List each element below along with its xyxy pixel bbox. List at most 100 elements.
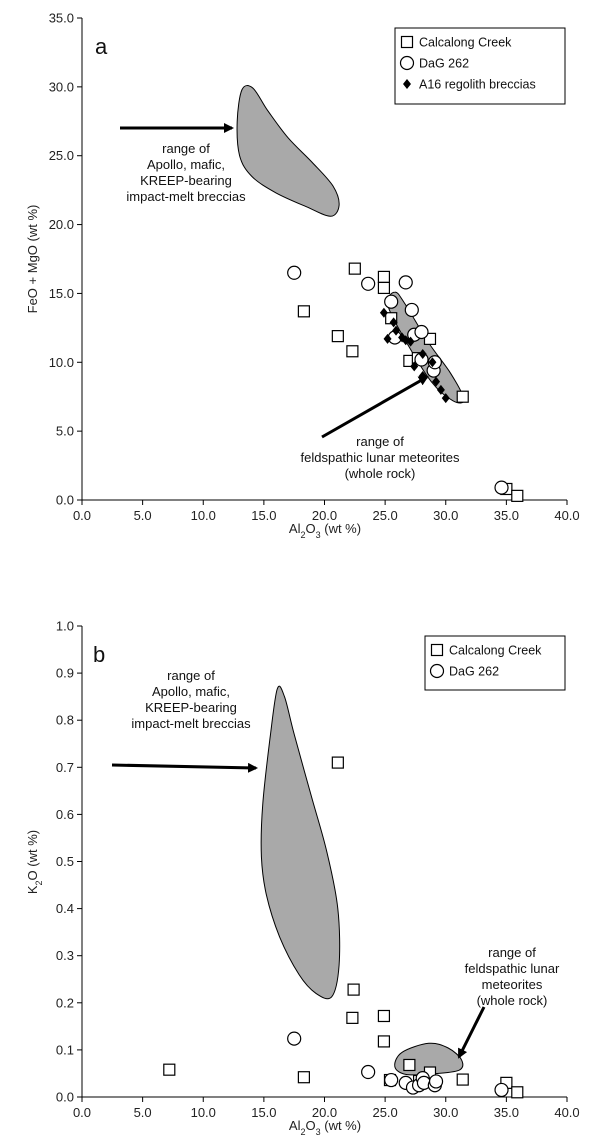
legend-marker [429, 663, 445, 679]
legend-label: DaG 262 [449, 665, 499, 679]
data-point-open-square [456, 1073, 469, 1086]
y-tick-label: 10.0 [49, 355, 74, 370]
y-tick-label: 1.0 [56, 619, 74, 634]
legend-label: A16 regolith breccias [419, 78, 536, 92]
y-tick-label: 20.0 [49, 217, 74, 232]
data-point-open-circle [384, 1072, 399, 1088]
y-tick-label: 30.0 [49, 79, 74, 94]
annotation-feldspathic-line: (whole rock) [477, 993, 548, 1008]
x-tick-label: 15.0 [251, 1105, 276, 1120]
annotation-apollo-line: Apollo, mafic, [152, 684, 230, 699]
data-point-open-circle [494, 1082, 509, 1098]
data-point-filled-diamond [436, 384, 445, 395]
data-point-filled-diamond [379, 307, 388, 318]
annotation-arrow [457, 1006, 486, 1059]
data-point-open-circle [414, 324, 429, 340]
data-point-open-square [511, 1086, 524, 1099]
data-point-filled-diamond [418, 349, 427, 360]
annotation-apollo-line: impact-melt breccias [126, 189, 246, 204]
data-point-open-square [377, 281, 391, 295]
data-point-open-square [346, 345, 359, 358]
data-point-filled-diamond [418, 371, 427, 382]
data-point-open-square [346, 1011, 359, 1024]
data-point-open-square [297, 1071, 310, 1084]
annotation-feldspathic-line: feldspathic lunar [465, 961, 560, 976]
data-point-open-circle [494, 480, 509, 495]
data-point-filled-diamond [389, 317, 398, 328]
data-point-open-square [377, 270, 391, 284]
legend-marker [400, 35, 414, 49]
annotation-arrow [111, 762, 258, 773]
legend-marker [403, 79, 411, 89]
panel-label: b [93, 642, 105, 667]
legend-box [424, 635, 566, 691]
legend: Calcalong Creek DaG 262 A16 regolith brecc… [394, 27, 566, 105]
y-tick-label: 0.4 [56, 901, 74, 916]
y-tick-label: 0.9 [56, 666, 74, 681]
data-point-open-circle [361, 1064, 376, 1080]
annotation-arrow [321, 375, 429, 439]
annotation-feldspathic-line: range of [488, 945, 536, 960]
annotation-feldspathic-line: (whole rock) [345, 466, 416, 481]
data-point-filled-diamond [428, 357, 437, 368]
legend-marker [430, 643, 444, 657]
data-point-open-circle [287, 265, 302, 280]
y-tick-label: 25.0 [49, 148, 74, 163]
data-point-open-circle [428, 1074, 444, 1089]
data-point-open-circle [404, 302, 419, 318]
annotation-feldspathic-line: meteorites [482, 977, 543, 992]
data-point-filled-diamond [392, 325, 401, 336]
annotation-apollo-line: impact-melt breccias [131, 716, 251, 731]
data-point-open-circle [398, 275, 413, 290]
x-tick-label: 0.0 [73, 1105, 91, 1120]
x-tick-label: 30.0 [433, 1105, 458, 1120]
y-tick-label: 5.0 [56, 424, 74, 439]
x-tick-label: 15.0 [251, 508, 276, 523]
x-tick-label: 40.0 [554, 1105, 579, 1120]
y-tick-label: 0.8 [56, 713, 74, 728]
legend-box [394, 27, 566, 105]
x-tick-label: 25.0 [372, 508, 397, 523]
x-tick-label: 35.0 [494, 508, 519, 523]
legend: Calcalong Creek DaG 262 [424, 635, 566, 691]
y-tick-label: 0.7 [56, 760, 74, 775]
data-point-open-square [377, 1009, 391, 1023]
y-axis-label: K2O (wt %) [25, 830, 44, 894]
data-point-filled-diamond [410, 361, 419, 372]
data-point-open-circle [287, 1031, 302, 1046]
data-point-filled-diamond [401, 335, 410, 346]
x-tick-label: 20.0 [312, 1105, 337, 1120]
data-point-filled-diamond [383, 333, 392, 344]
annotation-apollo-line: KREEP-bearing [145, 700, 237, 715]
y-tick-label: 0.1 [56, 1042, 74, 1057]
legend-marker [399, 55, 415, 71]
annotation-apollo-line: range of [162, 141, 210, 156]
x-tick-label: 20.0 [312, 508, 337, 523]
data-point-open-square [511, 489, 524, 502]
data-point-open-square [348, 262, 361, 275]
y-tick-label: 0.5 [56, 854, 74, 869]
data-point-open-square [347, 983, 360, 996]
x-tick-label: 0.0 [73, 508, 91, 523]
legend-label: Calcalong Creek [449, 644, 542, 658]
x-tick-label: 25.0 [372, 1105, 397, 1120]
legend-label: DaG 262 [419, 57, 469, 71]
y-tick-label: 35.0 [49, 11, 74, 26]
x-tick-label: 5.0 [134, 1105, 152, 1120]
data-point-open-square [377, 1035, 391, 1048]
field-apollo [260, 685, 341, 1000]
panel-a: 0.0 5.0 10.0 15.0 20.0 25.0 30.0 35.0 40.0 0.0 5.0… [25, 11, 580, 541]
x-axis-label: Al2O3 (wt %) [289, 521, 361, 540]
data-point-open-square [403, 1058, 416, 1072]
y-tick-label: 15.0 [49, 286, 74, 301]
x-tick-label: 35.0 [494, 1105, 519, 1120]
annotation-feldspathic-line: range of [356, 434, 404, 449]
x-axis-label: Al2O3 (wt %) [289, 1118, 361, 1137]
data-point-open-square [331, 330, 344, 343]
x-tick-label: 40.0 [554, 508, 579, 523]
x-tick-label: 30.0 [433, 508, 458, 523]
data-point-open-square [297, 305, 310, 318]
legend-label: Calcalong Creek [419, 36, 512, 50]
panel-b: 0.0 5.0 10.0 15.0 20.0 25.0 30.0 35.0 40.0 0.0 0.1… [25, 619, 580, 1138]
